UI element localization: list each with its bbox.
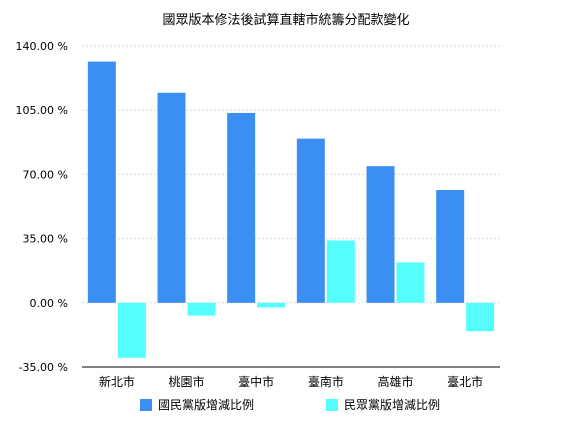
bar [396,262,425,303]
x-tick-label: 臺中市 [238,374,274,389]
bar [117,302,146,358]
y-tick-label: 70.00 % [23,168,68,181]
legend-label: 國民黨版增減比例 [158,397,254,412]
y-axis-ticks: -35.00 % 0.00 % 35.00 % 70.00 % 105.00 % 140.… [16,40,68,374]
x-tick-label: 臺南市 [308,374,344,389]
bar [466,302,495,332]
bars [87,61,495,358]
x-tick-label: 高雄市 [377,374,413,389]
x-axis-ticks: 新北市 桃園市 臺中市 臺南市 高雄市 臺北市 [99,374,483,389]
legend-swatch [326,399,338,411]
bar [436,189,465,303]
x-tick-label: 新北市 [99,374,135,389]
bar [296,138,325,303]
bar [187,302,216,316]
bar [157,92,186,303]
y-tick-label: 35.00 % [23,233,68,246]
bar [257,302,286,308]
legend-label: 民眾黨版增減比例 [344,397,440,412]
bar [87,61,116,303]
chart-title: 國眾版本修法後試算直轄市統籌分配款變化 [162,12,409,28]
bar [366,166,395,303]
x-tick-label: 臺北市 [447,374,483,389]
y-tick-label: 105.00 % [16,104,68,117]
x-tick-label: 桃園市 [168,374,204,389]
bar [227,112,256,303]
bar [326,240,355,303]
y-tick-label: 0.00 % [30,297,68,310]
legend: 國民黨版增減比例 民眾黨版增減比例 [140,397,440,412]
y-tick-label: -35.00 % [19,361,68,374]
legend-swatch [140,399,152,411]
y-tick-label: 140.00 % [16,40,68,53]
